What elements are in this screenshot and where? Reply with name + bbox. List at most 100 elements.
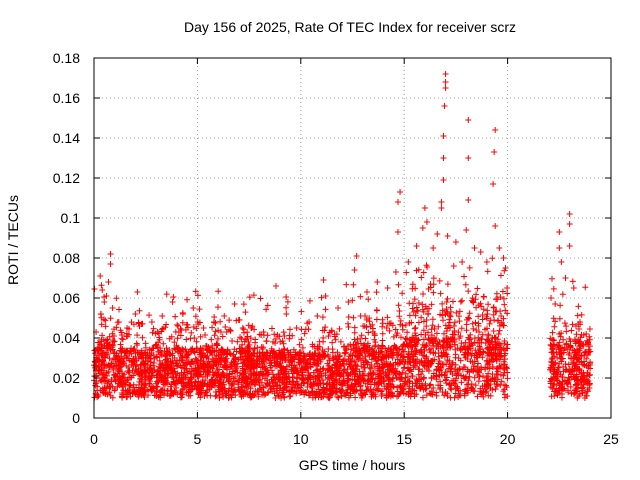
data-point — [270, 379, 277, 386]
data-point — [413, 336, 420, 343]
data-point — [117, 327, 124, 334]
y-tick-label: 0.16 — [53, 90, 80, 106]
data-point — [560, 349, 567, 356]
data-point — [258, 386, 265, 393]
data-point — [155, 339, 162, 346]
data-point — [501, 267, 508, 274]
data-point — [557, 333, 564, 340]
data-point — [257, 385, 264, 392]
data-point — [118, 378, 125, 385]
data-point — [563, 323, 570, 330]
data-point — [322, 293, 329, 299]
data-point — [120, 359, 127, 366]
data-point — [154, 368, 161, 375]
data-point — [237, 334, 244, 341]
data-point — [562, 367, 569, 374]
data-point — [299, 371, 306, 378]
data-point — [184, 296, 191, 303]
data-point — [230, 388, 237, 395]
data-point — [326, 357, 333, 364]
y-tick-label: 0.14 — [53, 130, 80, 146]
data-point — [548, 358, 555, 365]
data-point — [257, 295, 264, 302]
data-point — [271, 359, 278, 366]
data-point — [548, 355, 555, 362]
data-point — [222, 390, 229, 397]
data-point — [147, 367, 154, 374]
data-point — [550, 388, 557, 395]
data-point — [372, 355, 379, 362]
data-point — [350, 347, 357, 354]
data-point — [298, 336, 305, 343]
data-point — [160, 340, 167, 347]
data-point — [300, 375, 307, 382]
data-point — [412, 332, 419, 339]
data-point — [573, 346, 580, 353]
data-point — [380, 364, 387, 371]
data-point — [306, 372, 313, 379]
data-point — [104, 336, 111, 343]
data-point — [584, 376, 591, 383]
data-point — [119, 383, 126, 390]
data-point — [218, 346, 225, 353]
data-point — [447, 304, 454, 311]
data-point — [440, 155, 447, 161]
data-point — [453, 372, 460, 379]
data-point — [497, 294, 504, 301]
data-point — [475, 360, 482, 367]
data-point — [576, 366, 583, 373]
data-point — [241, 338, 248, 345]
data-point — [158, 326, 165, 333]
data-point — [559, 344, 566, 351]
data-point — [481, 377, 488, 384]
data-point — [133, 361, 140, 368]
data-point — [288, 366, 295, 373]
data-point — [465, 346, 472, 353]
data-point — [408, 390, 415, 397]
data-point — [390, 362, 397, 369]
data-point — [337, 338, 344, 345]
data-point — [263, 356, 270, 363]
data-point — [495, 331, 502, 338]
data-point — [438, 199, 445, 205]
data-point — [106, 341, 113, 348]
data-point — [341, 356, 348, 363]
data-point — [150, 362, 157, 369]
data-point — [497, 353, 504, 360]
data-point — [458, 379, 465, 386]
data-point — [207, 349, 214, 356]
data-point — [91, 394, 98, 401]
data-point — [457, 387, 464, 394]
data-point — [452, 351, 459, 358]
data-point — [455, 313, 462, 320]
data-point — [345, 377, 352, 384]
data-point — [169, 368, 176, 375]
data-point — [129, 390, 136, 397]
chart-title: Day 156 of 2025, Rate Of TEC Index for r… — [184, 19, 516, 35]
data-point — [254, 344, 261, 351]
data-point — [299, 344, 306, 351]
data-point — [357, 313, 364, 320]
data-point — [368, 362, 375, 369]
data-point — [277, 338, 284, 345]
data-point — [113, 354, 120, 361]
y-tick-label: 0.04 — [53, 330, 80, 346]
data-point — [349, 297, 356, 304]
data-point — [142, 344, 149, 351]
data-point — [394, 229, 401, 235]
data-point — [500, 322, 507, 329]
data-point — [373, 316, 380, 323]
data-point — [351, 376, 358, 383]
data-point — [335, 365, 342, 372]
data-point — [303, 364, 310, 371]
data-point — [479, 391, 486, 398]
data-point — [239, 360, 246, 367]
data-point — [561, 320, 568, 327]
data-point — [403, 335, 410, 342]
data-point — [433, 330, 440, 337]
data-point — [483, 374, 490, 381]
data-point — [226, 317, 233, 324]
data-point — [256, 382, 263, 389]
data-point — [111, 338, 118, 345]
data-point — [449, 371, 456, 378]
